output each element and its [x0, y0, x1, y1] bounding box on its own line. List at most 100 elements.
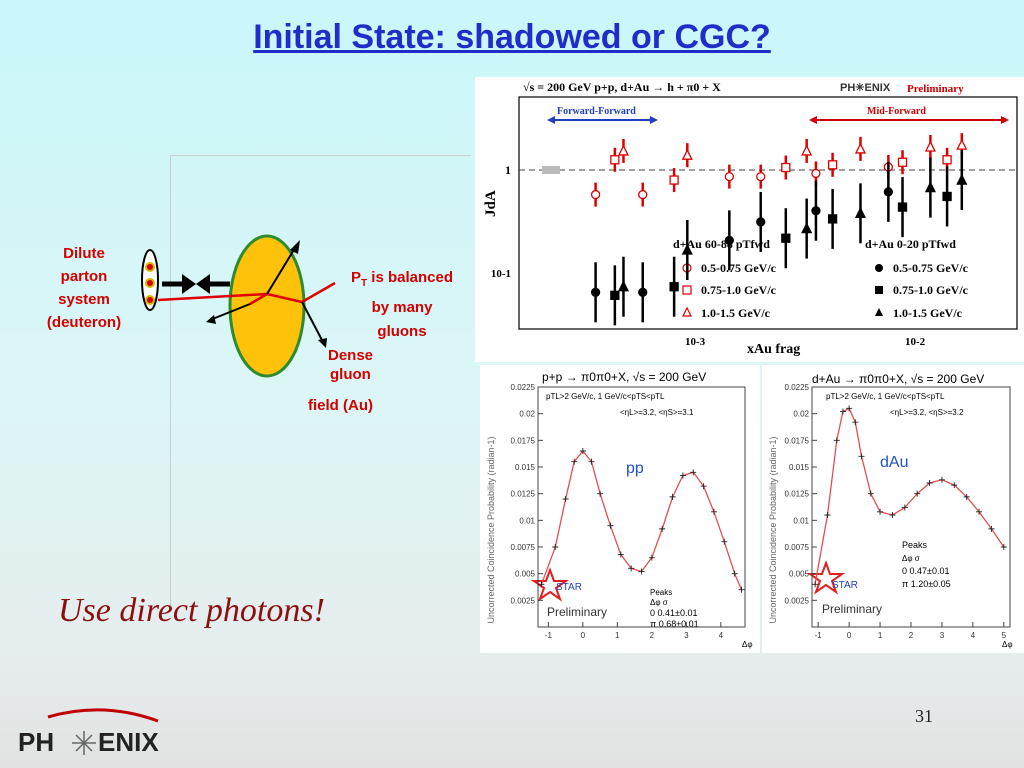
xtick-label: 0 [581, 631, 586, 640]
data-point [669, 175, 679, 185]
data-point [721, 538, 728, 545]
arrow-right-icon [182, 274, 196, 294]
sunburst-icon [72, 731, 96, 755]
data-point [811, 168, 821, 179]
pp-ylabel: Uncorrected Coincidence Probability (rad… [486, 436, 496, 623]
data-point [956, 138, 968, 150]
data-point [669, 282, 679, 292]
data-point [883, 187, 894, 197]
data-point [897, 157, 908, 167]
ytick-label: 0.02 [793, 410, 809, 419]
data-point [659, 525, 666, 532]
phenix-mini-logo: PH✳ENIX [840, 82, 891, 94]
dau-peaks-title: Peaks [902, 540, 928, 550]
data-point [562, 496, 569, 502]
dense-line-1: Dense [328, 347, 374, 364]
ytick-label: 0.005 [515, 570, 536, 579]
data-point [951, 482, 958, 489]
dau-axes: 0.0225 0.02 0.0175 0.015 0.0125 0.01 0.0075 0.0… [785, 383, 1011, 640]
data-point [590, 287, 601, 297]
dau-label: dAu [880, 454, 908, 471]
collision-diagram [141, 234, 336, 378]
pp-cuts-1: pTL>2 GeV/c, 1 GeV/c<pTS<pTL [546, 392, 665, 401]
data-point [597, 490, 604, 497]
ytick-1: 1 [505, 163, 511, 177]
data-point [867, 490, 874, 497]
legend-left-1: 0.5-0.75 GeV/c [701, 261, 777, 275]
data-point [956, 173, 968, 185]
legend-marker-open-triangle [682, 306, 692, 317]
dau-peaks-header: Δφ σ [902, 554, 920, 563]
data-point [963, 493, 970, 500]
pp-plot: p+p → π0π0+X, √s = 200 GeV pTL>2 GeV/c, … [486, 370, 753, 649]
legend-marker-filled-circle [875, 264, 883, 272]
data-point [571, 458, 578, 465]
phenix-logo: PH ENIX [18, 708, 159, 757]
data-point [924, 140, 936, 152]
legend-marker-filled-square [875, 286, 883, 294]
data-point [731, 570, 738, 577]
dense-gluon-label: Dense gluon field (Au) [300, 346, 420, 415]
ytick-label: 0.02 [519, 410, 535, 419]
ytick-label: 0.015 [789, 463, 810, 472]
page-number: 31 [915, 706, 933, 726]
data-point [538, 581, 545, 588]
xtick-label: -1 [545, 631, 553, 640]
ytick-label: 0.0075 [511, 543, 536, 552]
pt-line-2: by many [371, 299, 433, 316]
data-point [648, 554, 655, 561]
dau-header: d+Au → π0π0+X, √s = 200 GeV [812, 372, 984, 386]
dilute-line-1: Dilute [63, 245, 105, 262]
data-point [617, 280, 630, 292]
pt-line-3: gluons [377, 323, 427, 340]
data-point [901, 504, 908, 511]
jda-ylabel: JdA [483, 190, 499, 217]
data-point [914, 490, 921, 497]
pp-plot-panel: p+p → π0π0+X, √s = 200 GeV pTL>2 GeV/c, … [480, 365, 760, 653]
caption: Use direct photons! [58, 592, 325, 629]
data-point [724, 171, 734, 182]
pp-preliminary: Preliminary [547, 605, 607, 619]
pp-star: STAR [556, 582, 582, 593]
dau-preliminary: Preliminary [822, 602, 882, 616]
data-point [690, 469, 697, 476]
dau-peak-pi: π 1.20±0.05 [902, 579, 951, 589]
xtick-label: 2 [650, 631, 655, 640]
ytick-label: 0.0175 [785, 436, 810, 445]
legend-left-title: d+Au 60-88 pTfwd [673, 237, 770, 251]
data-point [756, 171, 766, 182]
data-point [846, 405, 853, 412]
data-point [877, 508, 884, 515]
ytick-label: 0.0225 [511, 383, 536, 392]
data-point [607, 522, 614, 529]
logo-text-left: PH [18, 727, 54, 757]
xtick-label: 1 [615, 631, 620, 640]
pp-peaks-title: Peaks [650, 588, 672, 597]
parton-dot [145, 278, 155, 288]
data-point [679, 472, 686, 479]
jda-plot-panel: √s = 200 GeV p+p, d+Au → h + π0 + X PH✳E… [475, 77, 1024, 362]
data-point [924, 181, 936, 193]
parton-dot [145, 262, 155, 272]
data-point [628, 565, 635, 572]
data-point [638, 568, 645, 575]
dau-peak-0: 0 0.47±0.01 [902, 566, 949, 576]
xtick-label: 3 [684, 631, 689, 640]
xtick-label: 3 [940, 631, 945, 640]
data-point [681, 243, 693, 255]
arrow-left-icon [196, 274, 210, 294]
ytick-label: 0.0025 [785, 596, 810, 605]
data-point [669, 493, 676, 500]
jda-preliminary: Preliminary [907, 83, 964, 95]
pp-peaks-header: Δφ σ [650, 598, 668, 607]
slide-title: Initial State: shadowed or CGC? [253, 18, 771, 56]
jda-header: √s = 200 GeV p+p, d+Au → h + π0 + X [523, 80, 721, 94]
dau-ylabel: Uncorrected Coincidence Probability (rad… [768, 436, 778, 623]
pt-p: P [351, 269, 362, 286]
ytick-label: 0.0075 [785, 543, 810, 552]
legend-marker-filled-triangle [875, 308, 883, 316]
dau-data [812, 405, 1007, 588]
data-point [824, 512, 831, 518]
pp-axes: 0.0225 0.02 0.0175 0.015 0.0125 0.01 0.0075 0.0… [511, 383, 746, 640]
data-point [738, 586, 745, 593]
